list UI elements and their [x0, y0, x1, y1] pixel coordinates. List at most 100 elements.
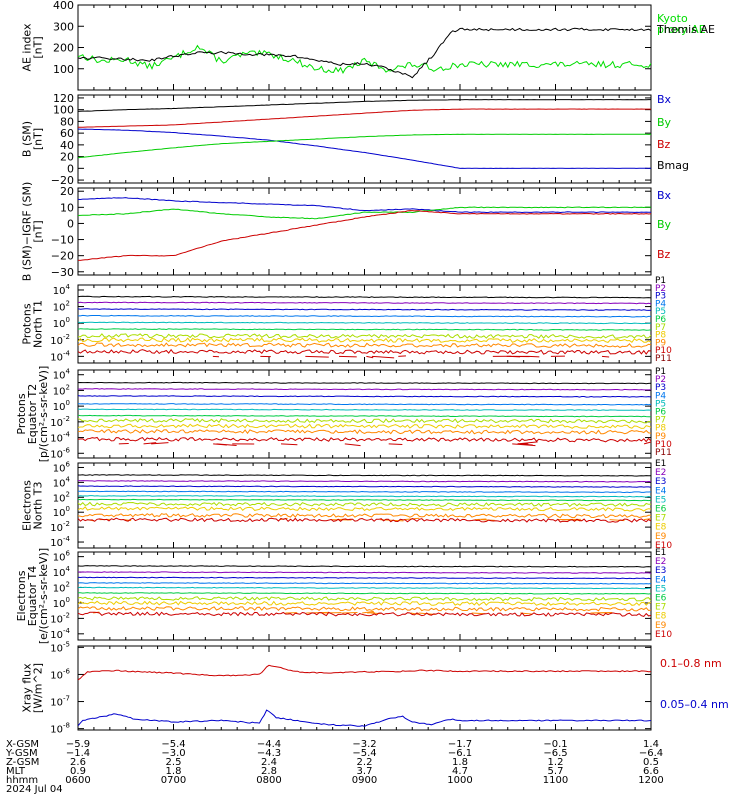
series-line-e3 [78, 576, 651, 580]
legend-label: E1 [655, 548, 666, 558]
y-tick-label: 10-8 [50, 722, 70, 736]
sparse-data-segment [388, 443, 403, 445]
series-line-e5 [78, 495, 651, 498]
legend-label: P6 [655, 408, 666, 418]
legend-label: P9 [655, 432, 666, 442]
series-line-bx [78, 197, 651, 214]
legend-label: Themis AE [656, 23, 715, 36]
legend-label: P11 [655, 448, 672, 458]
legend-label: E6 [655, 505, 667, 515]
legend-label: E6 [655, 594, 667, 604]
series-line-e10 [78, 611, 651, 617]
legend-label: P1 [655, 276, 666, 286]
y-tick-label: 100 [53, 63, 74, 76]
y-axis-label: AE index [21, 23, 34, 72]
series-line-p9 [78, 429, 651, 435]
y-tick-label: 10-5 [50, 640, 70, 654]
legend-label: E9 [655, 532, 667, 542]
sparse-data-segment [643, 518, 652, 521]
legend-label: P7 [655, 323, 666, 333]
series-line-e10 [78, 517, 651, 523]
x-axis-value: 1.8 [166, 766, 182, 777]
y-tick-label: 104 [53, 475, 71, 489]
legend-label: P10 [655, 440, 672, 450]
legend-label: E7 [655, 603, 666, 613]
legend-label: P4 [655, 391, 666, 401]
x-axis-value: −6.4 [639, 748, 663, 759]
x-axis-row-label: X-GSM [6, 739, 39, 750]
legend-label: E2 [655, 468, 666, 478]
series-line-e8 [78, 600, 651, 607]
sparse-data-segment [371, 355, 395, 359]
x-axis-value: 3.7 [357, 766, 373, 777]
series-line-e4 [78, 582, 651, 585]
x-axis-value: −1.4 [66, 748, 90, 759]
legend-label: P8 [655, 424, 666, 434]
series-line-e2 [78, 571, 651, 574]
x-axis-value: −4.4 [257, 739, 281, 750]
x-axis-value: 0.9 [70, 766, 86, 777]
y-tick-label: 10 [60, 201, 74, 214]
y-axis-label: B (SM)−IGRF (SM) [21, 182, 34, 282]
legend-label: E10 [655, 541, 672, 551]
x-axis-value: 2.4 [261, 757, 277, 768]
y-tick-label: 200 [53, 42, 74, 55]
y-axis-label: [nT] [32, 128, 45, 150]
y-tick-label: 102 [53, 300, 70, 314]
y-tick-label: 104 [53, 565, 71, 579]
series-line-p4 [78, 403, 651, 406]
series-line-bz [78, 210, 651, 261]
x-axis-value: −6.5 [543, 748, 567, 759]
sparse-data-segment [517, 441, 538, 445]
x-axis-value: 5.7 [548, 766, 564, 777]
legend-label: 0.05–0.4 nm [660, 698, 729, 711]
y-tick-label: 10-4 [50, 535, 70, 549]
y-tick-label: 10-4 [50, 431, 70, 445]
x-axis-value: −5.9 [66, 739, 90, 750]
legend-label: Bx [657, 93, 672, 106]
series-line-p9 [78, 342, 651, 349]
x-axis-value: −5.4 [161, 739, 185, 750]
y-axis-label: Protons [15, 393, 28, 434]
legend-label: P11 [655, 354, 672, 364]
legend-label: E5 [655, 584, 666, 594]
series-line-p7 [78, 333, 651, 339]
series-line-e1 [78, 474, 651, 477]
legend-label: E3 [655, 566, 666, 576]
legend-label: P6 [655, 315, 666, 325]
legend-label: E9 [655, 621, 667, 631]
sparse-data-segment [151, 442, 169, 445]
y-tick-label: −20 [51, 250, 74, 263]
y-tick-label: 10-2 [50, 415, 70, 429]
legend-label: E8 [655, 523, 667, 533]
series-line-bx [78, 128, 651, 170]
y-tick-label: 106 [53, 460, 71, 474]
legend-label: E4 [655, 486, 667, 496]
legend-label: P5 [655, 399, 666, 409]
legend-label: By [657, 218, 672, 231]
plot-frame [77, 551, 652, 641]
series-line-by [78, 206, 651, 220]
panel-8: 10-5 10-6 10-7 10-8 Xray flux[W/m^2] 0.1–0.8 … [21, 640, 729, 735]
series-line-p5 [78, 408, 651, 411]
y-tick-label: 20 [60, 151, 74, 164]
y-tick-label: 10-6 [50, 446, 70, 460]
series-line-by [78, 133, 651, 159]
y-tick-label: 400 [53, 0, 74, 12]
sparse-data-segment [379, 519, 404, 522]
sparse-data-segment [305, 355, 329, 358]
x-axis-value: 0800 [256, 775, 281, 786]
x-axis-value: −3.2 [352, 739, 376, 750]
y-tick-label: 102 [53, 383, 70, 397]
series-line-p5 [78, 321, 651, 325]
legend-label: E3 [655, 477, 666, 487]
sparse-data-segment [338, 355, 357, 358]
legend-label: 0.1–0.8 nm [660, 657, 722, 670]
series-line-e3 [78, 485, 651, 488]
y-axis-label: B (SM) [21, 121, 34, 157]
series-line-0-05-0-4-nm [78, 709, 651, 727]
legend-label: P5 [655, 307, 666, 317]
